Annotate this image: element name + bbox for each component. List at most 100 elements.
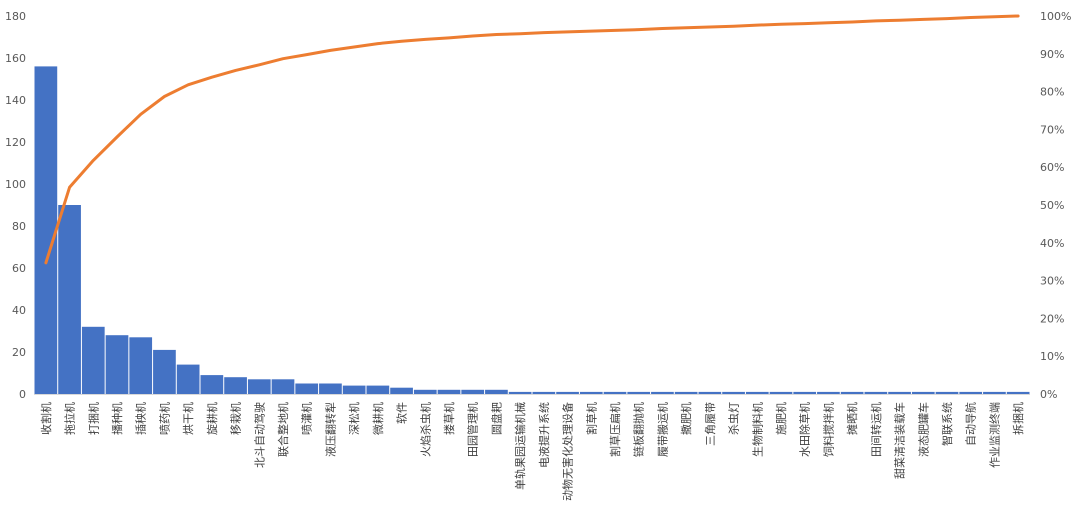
x-tick-label: 田园管理机: [466, 402, 480, 457]
bar: [627, 391, 651, 394]
bar: [295, 383, 319, 394]
x-tick-label: 链板翻抛机: [632, 402, 646, 457]
y2-tick-label: 90%: [1040, 48, 1064, 61]
bar: [508, 391, 532, 394]
bar: [959, 391, 983, 394]
bar: [769, 391, 793, 394]
y-tick-label: 100: [5, 178, 26, 191]
y2-tick-label: 50%: [1040, 199, 1064, 212]
x-tick-label: 杀虫灯: [727, 402, 741, 435]
y-tick-label: 0: [19, 388, 26, 401]
bar: [247, 379, 271, 394]
bar: [342, 385, 366, 394]
x-tick-label: 喷药机: [157, 402, 171, 435]
y2-tick-label: 20%: [1040, 312, 1064, 325]
x-tick-label: 履带搬运机: [655, 402, 669, 457]
x-tick-label: 生物制料机: [750, 402, 764, 457]
x-tick-label: 移栽机: [229, 402, 243, 435]
bar: [603, 391, 627, 394]
x-tick-label: 软件: [395, 402, 409, 424]
bar: [556, 391, 579, 394]
x-tick-label: 水田除草机: [798, 402, 812, 457]
x-tick-label: 自动导航: [964, 402, 978, 446]
bar: [413, 389, 437, 394]
bar: [722, 391, 745, 394]
x-tick-label: 摊晒机: [845, 402, 859, 435]
y-tick-label: 180: [5, 10, 26, 23]
bar: [817, 391, 840, 394]
y-tick-label: 160: [5, 52, 26, 65]
y2-tick-label: 80%: [1040, 86, 1064, 99]
y2-tick-label: 30%: [1040, 275, 1064, 288]
bar: [224, 377, 247, 394]
cumulative-line: [44, 14, 1020, 265]
bar: [437, 389, 461, 394]
y2-tick-label: 60%: [1040, 161, 1064, 174]
x-tick-label: 施肥机: [774, 402, 788, 435]
bar: [674, 391, 698, 394]
bar: [153, 349, 176, 394]
bar: [34, 66, 58, 395]
x-tick-label: 喷灌机: [300, 402, 314, 435]
x-tick-label: 甜菜清洁装载车: [893, 402, 907, 479]
x-tick-label: 烘干机: [181, 402, 195, 435]
x-tick-label: 饲料搅拌机: [821, 402, 835, 457]
x-tick-label: 播种机: [110, 402, 124, 435]
x-tick-label: 智联系统: [940, 402, 954, 446]
bar: [271, 379, 295, 394]
x-tick-label: 拆捆机: [1011, 402, 1025, 435]
x-tick-label: 圆盘耙: [489, 402, 503, 435]
x-tick-label: 撒肥机: [679, 402, 693, 435]
bar: [579, 391, 603, 394]
x-tick-label: 北斗自动驾驶: [252, 402, 266, 468]
x-tick-label: 割草机: [584, 402, 598, 435]
y-tick-label: 140: [5, 94, 26, 107]
x-tick-label: 微耕机: [371, 402, 385, 435]
x-tick-label: 旋耕机: [205, 402, 219, 435]
x-tick-label: 插秧机: [134, 402, 148, 435]
x-tick-label: 作业监测终端: [987, 402, 1001, 468]
y2-tick-label: 0%: [1040, 388, 1057, 401]
bar: [200, 375, 224, 394]
x-tick-label: 动物无害化处理设备: [561, 402, 575, 501]
bar: [176, 364, 200, 394]
y-tick-label: 60: [12, 262, 26, 275]
bar: [698, 391, 722, 394]
y-tick-label: 20: [12, 346, 26, 359]
y2-tick-label: 10%: [1040, 350, 1064, 363]
y2-tick-label: 100%: [1040, 10, 1071, 23]
bar: [935, 391, 959, 394]
y2-tick-label: 40%: [1040, 237, 1064, 250]
y2-tick-label: 70%: [1040, 123, 1064, 136]
x-tick-label: 割草压扁机: [608, 402, 622, 457]
bar: [864, 391, 888, 394]
bar: [840, 391, 864, 394]
y-tick-label: 80: [12, 220, 26, 233]
x-tick-label: 液压翻转犁: [323, 402, 337, 457]
bar: [129, 337, 153, 394]
bar: [366, 385, 390, 394]
bar: [319, 383, 342, 394]
x-tick-label: 拖拉机: [63, 402, 77, 435]
x-tick-label: 火焰杀虫机: [418, 402, 432, 457]
x-tick-label: 三角履带: [704, 402, 717, 446]
bar: [793, 391, 817, 394]
bar: [911, 391, 935, 394]
x-tick-label: 打捆机: [86, 402, 100, 435]
bar: [58, 205, 81, 394]
bar: [390, 387, 413, 394]
bar: [105, 335, 129, 394]
bar: [983, 391, 1006, 394]
bar: [461, 389, 485, 394]
bar: [1006, 391, 1030, 394]
y-tick-label: 40: [12, 304, 26, 317]
bar: [745, 391, 769, 394]
bar: [888, 391, 911, 394]
x-tick-label: 收割机: [39, 402, 53, 435]
bar: [81, 326, 105, 394]
x-tick-label: 电液提升系统: [537, 402, 551, 468]
bar: [485, 389, 508, 394]
x-tick-label: 单轨果园运输机械: [513, 402, 527, 490]
bar: [651, 391, 674, 394]
